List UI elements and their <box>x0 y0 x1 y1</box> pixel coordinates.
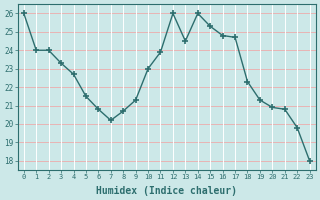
X-axis label: Humidex (Indice chaleur): Humidex (Indice chaleur) <box>96 186 237 196</box>
